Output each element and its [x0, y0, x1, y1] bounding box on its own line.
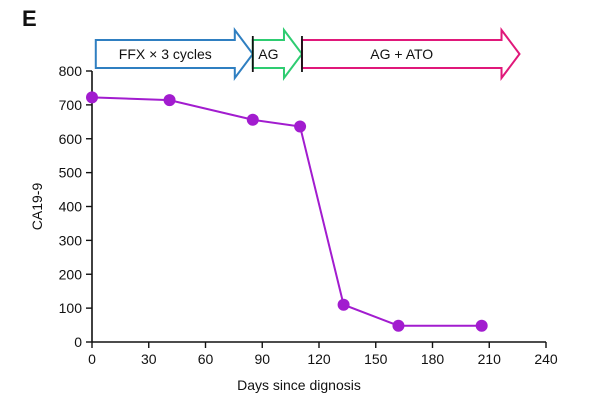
x-tick-label: 0 [88, 351, 96, 367]
series-line [91, 96, 482, 327]
phase-arrow [94, 27, 255, 81]
y-axis-title: CA19-9 [29, 183, 45, 231]
axes: 0 30 60 90 120 150 180 210 240 0 100 200 300 400 500 60… [59, 63, 558, 367]
x-axis-title: Days since dignosis [237, 377, 361, 393]
data-point [246, 113, 259, 126]
y-tick-label: 400 [59, 199, 83, 215]
x-tick-label: 90 [254, 351, 270, 367]
y-tick-label: 100 [59, 300, 83, 316]
panel-label: E [22, 6, 37, 31]
y-tick-label: 600 [59, 131, 83, 147]
x-tick-label: 180 [421, 351, 445, 367]
data-point [86, 91, 98, 104]
phase-arrow [300, 27, 521, 81]
x-tick-label: 30 [141, 351, 157, 367]
phase-label: AG + ATO [370, 46, 433, 62]
data-point [294, 120, 307, 133]
data-point [475, 319, 488, 332]
data-point [163, 94, 176, 107]
data-point [392, 319, 405, 332]
treatment-phase-arrows: FFX × 3 cycles AG AG + ATO [94, 27, 521, 81]
y-tick-label: 0 [74, 334, 82, 350]
y-tick-label: 700 [59, 97, 83, 113]
x-tick-label: 120 [307, 351, 331, 367]
x-tick-label: 210 [478, 351, 502, 367]
y-tick-label: 200 [59, 266, 83, 282]
phase-label: FFX × 3 cycles [119, 46, 212, 62]
x-tick-label: 150 [364, 351, 388, 367]
y-tick-label: 300 [59, 232, 83, 248]
phase-arrow [251, 27, 304, 81]
phase-label: AG [258, 46, 278, 62]
y-tick-label: 800 [59, 63, 83, 79]
y-tick-label: 500 [59, 165, 83, 181]
x-tick-label: 240 [534, 351, 558, 367]
data-point [337, 298, 350, 311]
data-series [86, 91, 488, 332]
x-tick-label: 60 [198, 351, 214, 367]
